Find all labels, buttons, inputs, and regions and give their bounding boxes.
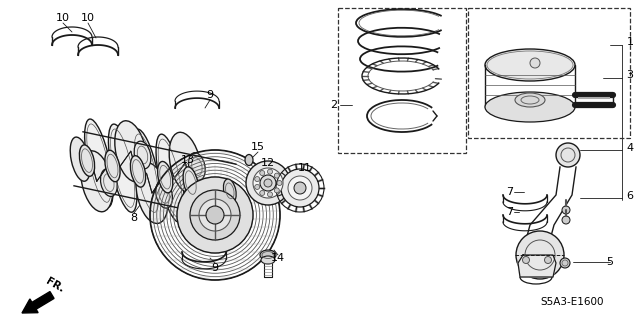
Text: 13: 13 [181, 155, 195, 165]
Text: 10: 10 [81, 13, 95, 23]
Ellipse shape [105, 150, 120, 182]
Circle shape [562, 206, 570, 214]
Circle shape [255, 177, 260, 182]
Text: 14: 14 [271, 253, 285, 263]
Circle shape [260, 190, 265, 196]
Circle shape [560, 258, 570, 268]
Text: FR.: FR. [44, 276, 66, 294]
Ellipse shape [131, 156, 146, 187]
Bar [468, 8, 630, 138]
Circle shape [545, 256, 552, 263]
Ellipse shape [134, 141, 151, 169]
Text: 12: 12 [261, 158, 275, 168]
Ellipse shape [156, 181, 172, 208]
Text: 9: 9 [207, 90, 214, 100]
Ellipse shape [132, 129, 161, 217]
Ellipse shape [115, 121, 147, 182]
Text: 9: 9 [211, 263, 219, 273]
Ellipse shape [485, 49, 575, 81]
Circle shape [255, 184, 260, 189]
Circle shape [268, 192, 273, 197]
Text: 15: 15 [251, 142, 265, 152]
Circle shape [281, 169, 319, 207]
Ellipse shape [485, 92, 575, 122]
Text: S5A3-E1600: S5A3-E1600 [540, 297, 604, 307]
Circle shape [260, 175, 276, 191]
Circle shape [294, 182, 306, 194]
Circle shape [288, 176, 312, 200]
Ellipse shape [136, 162, 168, 224]
Circle shape [199, 199, 231, 231]
Ellipse shape [245, 154, 253, 166]
Polygon shape [518, 255, 556, 277]
FancyArrow shape [22, 292, 54, 313]
Ellipse shape [261, 256, 275, 264]
Text: 7: 7 [506, 207, 513, 217]
Text: 3: 3 [627, 70, 634, 80]
Circle shape [253, 168, 283, 198]
Circle shape [556, 143, 580, 167]
Ellipse shape [223, 179, 236, 203]
Circle shape [206, 206, 224, 224]
Circle shape [516, 231, 564, 279]
Circle shape [268, 169, 273, 174]
Circle shape [562, 216, 570, 224]
Circle shape [260, 171, 265, 175]
Ellipse shape [169, 132, 201, 193]
Circle shape [530, 58, 540, 68]
Text: 5: 5 [607, 257, 614, 267]
Text: 11: 11 [298, 163, 312, 173]
Ellipse shape [189, 153, 205, 180]
Text: 7: 7 [506, 187, 513, 197]
Text: 2: 2 [330, 100, 337, 110]
Ellipse shape [515, 93, 545, 107]
Ellipse shape [183, 167, 198, 198]
Ellipse shape [157, 161, 173, 193]
Text: 8: 8 [131, 213, 138, 223]
Ellipse shape [260, 250, 276, 260]
Circle shape [277, 181, 282, 186]
Bar [338, 8, 466, 153]
Ellipse shape [84, 119, 113, 207]
Circle shape [190, 190, 240, 240]
Ellipse shape [79, 145, 95, 176]
Ellipse shape [156, 134, 184, 222]
Ellipse shape [70, 137, 90, 181]
Text: 6: 6 [627, 191, 634, 201]
Ellipse shape [108, 124, 137, 212]
Ellipse shape [100, 169, 117, 197]
Circle shape [246, 161, 290, 205]
Circle shape [275, 188, 279, 193]
Circle shape [275, 173, 279, 178]
Ellipse shape [81, 151, 113, 212]
Text: 4: 4 [627, 143, 634, 153]
Circle shape [177, 177, 253, 253]
Text: 10: 10 [56, 13, 70, 23]
Circle shape [522, 256, 529, 263]
Circle shape [264, 179, 272, 187]
Text: 1: 1 [627, 37, 634, 47]
